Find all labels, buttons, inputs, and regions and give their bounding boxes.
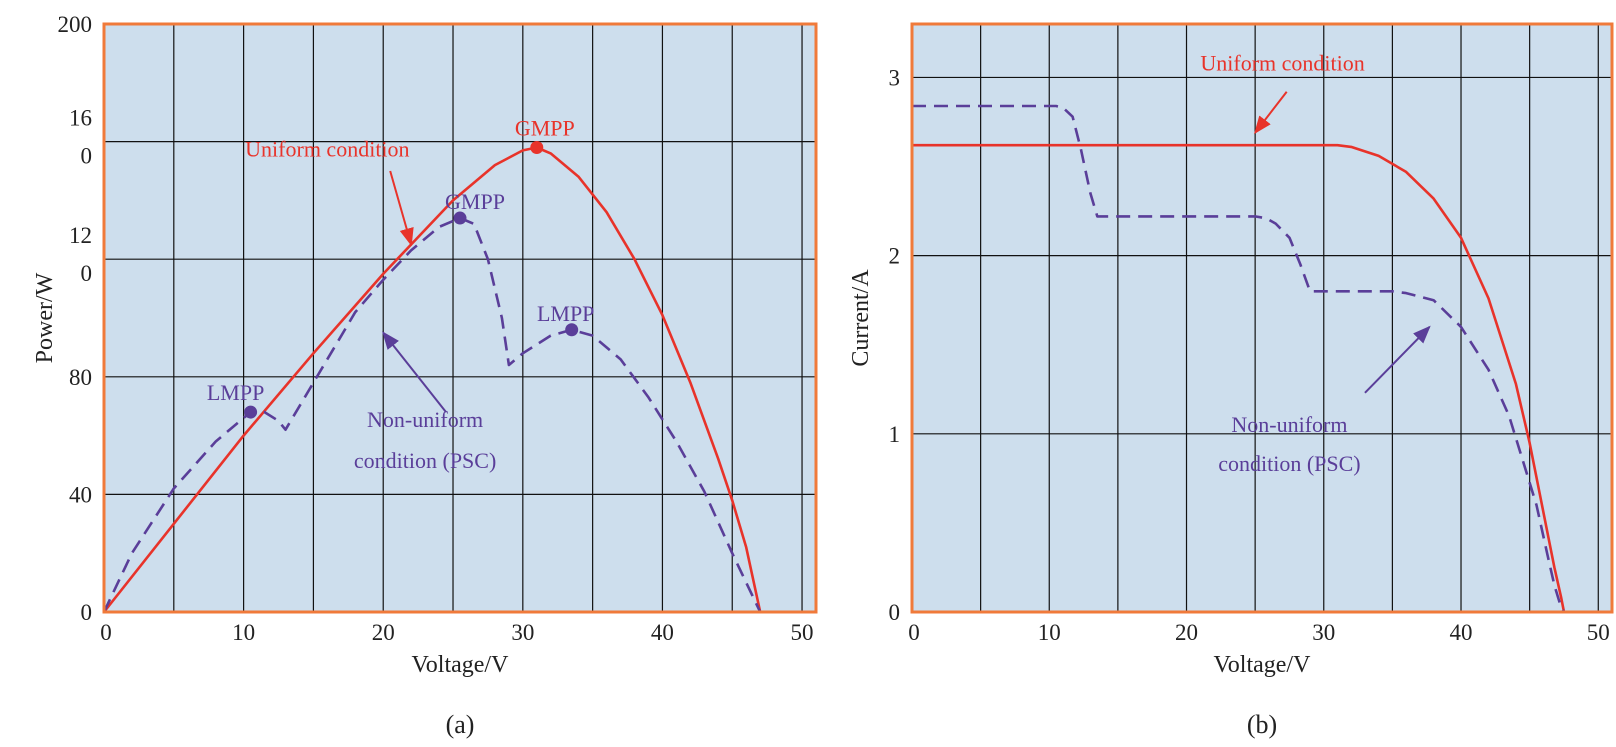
y-tick-label: 12 [69, 223, 92, 248]
annotation-text: Uniform condition [1200, 50, 1364, 75]
series-line-uniform [102, 146, 762, 613]
x-tick-label: 40 [651, 620, 674, 645]
annotation-text: condition (PSC) [1218, 451, 1360, 476]
x-tick-label: 50 [791, 620, 814, 645]
annotation-arrow [389, 170, 414, 247]
y-tick-label: 0 [81, 261, 93, 286]
point-lmpp-label: LMPP [207, 380, 264, 405]
point-gmpp-label: GMPP [515, 115, 575, 140]
x-tick-label: 0 [100, 620, 112, 645]
annotation-text: Uniform condition [245, 136, 409, 161]
y-tick-label: 16 [69, 106, 92, 131]
y-axis-label: Power/W [32, 272, 58, 363]
point-lmpp-label: LMPP [537, 301, 594, 326]
panel-a: GMPP GMPP LMPP LMPP Uniform condition Non-uni… [32, 12, 818, 739]
y-tick-label: 0 [81, 600, 93, 625]
x-axis-label: Voltage/V [1214, 652, 1312, 678]
panel-label: (b) [1247, 710, 1277, 739]
y-tick-label: 200 [58, 12, 93, 37]
x-tick-label: 50 [1587, 620, 1610, 645]
x-tick-label: 40 [1450, 620, 1473, 645]
x-tick-label: 0 [908, 620, 920, 645]
annotation-arrow [1254, 91, 1288, 135]
y-tick-label: 1 [889, 422, 901, 447]
panel-label: (a) [446, 710, 475, 739]
plot-frame-b [910, 22, 1614, 614]
plot-area-a [104, 24, 816, 612]
x-axis-label: Voltage/V [412, 652, 510, 678]
y-tick-label: 2 [889, 244, 901, 269]
y-tick-label: 0 [81, 144, 93, 169]
y-tick-label: 0 [889, 600, 901, 625]
y-tick-label: 80 [69, 365, 92, 390]
y-tick-label: 3 [889, 65, 901, 90]
annotation-text: Non-uniform [367, 407, 483, 432]
x-tick-label: 20 [1175, 620, 1198, 645]
y-axis-label: Current/A [848, 269, 874, 367]
y-tick-label: 40 [69, 482, 92, 507]
point-gmpp-marker [453, 211, 467, 225]
series-line-psc [912, 104, 1566, 613]
x-tick-label: 10 [1038, 620, 1061, 645]
annotation-arrow [382, 331, 447, 413]
point-gmpp-marker [530, 140, 544, 154]
annotation-text: Non-uniform [1231, 412, 1347, 437]
x-tick-label: 30 [511, 620, 534, 645]
plot-area-b [912, 24, 1612, 612]
panel-b: Uniform condition Non-uniform condition (P… [848, 22, 1614, 739]
point-gmpp-label: GMPP [445, 189, 505, 214]
annotation-arrow [1364, 325, 1431, 394]
x-tick-label: 20 [372, 620, 395, 645]
annotation-text: condition (PSC) [354, 448, 496, 473]
series-line-uniform [912, 143, 1566, 613]
x-tick-label: 30 [1312, 620, 1335, 645]
point-lmpp-marker [244, 405, 258, 419]
plot-frame-a [102, 22, 818, 614]
point-lmpp-marker [565, 323, 579, 337]
x-tick-label: 10 [232, 620, 255, 645]
